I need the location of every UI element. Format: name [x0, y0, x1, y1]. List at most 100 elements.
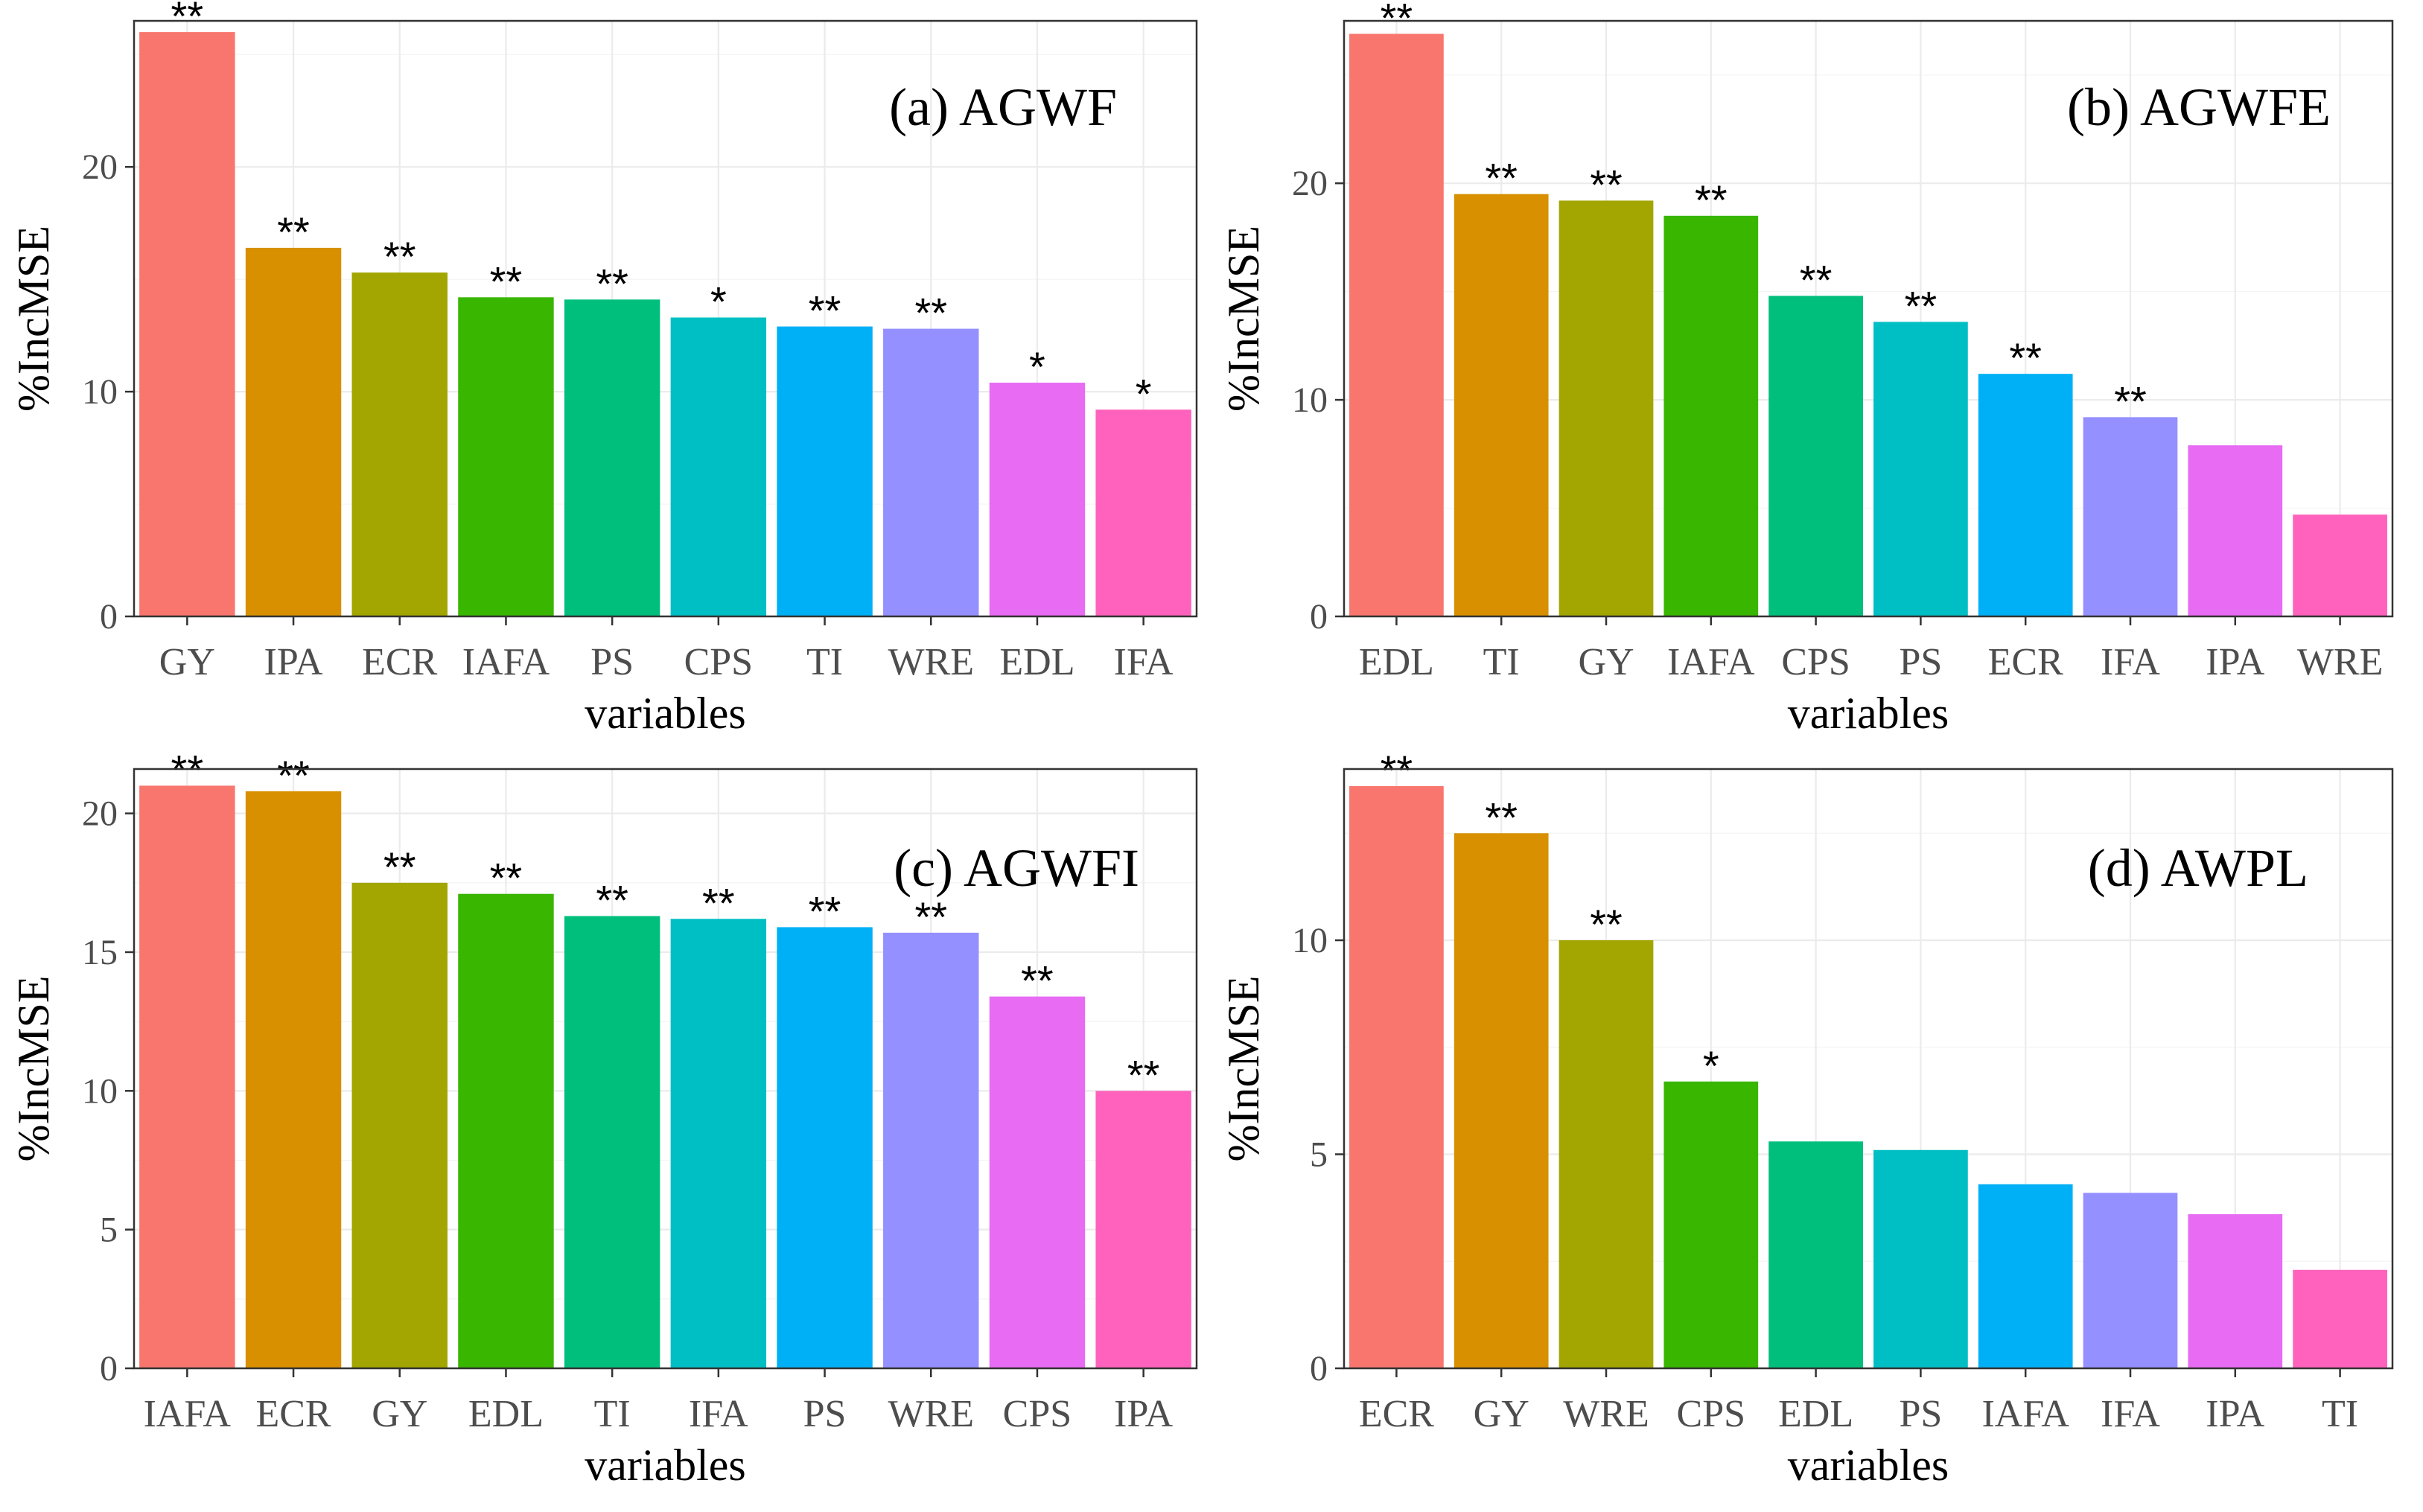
plot-frame	[1343, 768, 2394, 1370]
significance-label: **	[702, 879, 735, 926]
bar-ifa	[1095, 409, 1191, 616]
bar-edl	[1349, 34, 1444, 617]
bar-ps	[777, 927, 873, 1368]
bar-wre	[883, 328, 979, 616]
y-axis-title: %IncMSE	[9, 976, 58, 1162]
bar-cps	[989, 996, 1086, 1368]
x-tick-label: PS	[803, 1393, 847, 1435]
bar-ps	[1873, 1149, 1968, 1368]
bar-ipa	[1095, 1091, 1191, 1368]
x-tick-label: IAFA	[1667, 641, 1755, 683]
x-tick-label: CPS	[1003, 1393, 1072, 1435]
y-axis-title: %IncMSE	[1219, 226, 1268, 412]
y-tick-label: 0	[1310, 597, 1328, 637]
y-tick-label: 5	[100, 1210, 118, 1250]
x-tick-label: IFA	[2101, 641, 2160, 683]
significance-label: **	[1695, 176, 1728, 223]
x-tick-label: IFA	[1114, 641, 1174, 683]
x-tick-label: TI	[1483, 641, 1520, 683]
significance-label: *	[710, 278, 727, 325]
significance-label: **	[490, 855, 523, 902]
x-tick-label: CPS	[1677, 1393, 1746, 1435]
bar-ecr	[245, 791, 342, 1368]
plot-frame	[133, 19, 1198, 618]
y-tick-label: 0	[1310, 1349, 1328, 1388]
x-tick-label: WRE	[2297, 641, 2384, 683]
x-tick-label: GY	[159, 641, 215, 683]
y-axis-title: %IncMSE	[9, 226, 58, 412]
x-tick-label: EDL	[999, 641, 1074, 683]
bar-wre	[2293, 514, 2387, 616]
x-tick-label: CPS	[684, 641, 754, 683]
significance-label: *	[1029, 343, 1045, 390]
x-tick-label: IAFA	[462, 641, 550, 683]
y-tick-label: 5	[1310, 1135, 1328, 1175]
chart-panel-1: 01020**EDL**TI**GY**IAFA**CPS**PS**ECR**…	[1219, 0, 2394, 738]
x-tick-label: PS	[590, 641, 634, 683]
x-axis-title: variables	[1788, 689, 1949, 738]
x-tick-label: EDL	[468, 1393, 544, 1435]
significance-label: **	[1021, 957, 1054, 1004]
significance-label: **	[1590, 901, 1623, 948]
bar-ipa	[2188, 445, 2283, 616]
significance-label: **	[914, 290, 947, 336]
x-tick-label: EDL	[1778, 1393, 1853, 1435]
bar-ecr	[1978, 374, 2073, 616]
y-tick-label: 20	[82, 794, 118, 834]
bar-wre	[1558, 940, 1654, 1368]
bar-ipa	[245, 247, 342, 616]
plot-frame	[1343, 19, 2394, 618]
significance-label: **	[2114, 377, 2147, 424]
significance-label: **	[596, 260, 628, 307]
x-tick-label: WRE	[1563, 1393, 1649, 1435]
y-tick-label: 15	[82, 933, 118, 972]
significance-label: **	[490, 258, 523, 304]
bar-edl	[1768, 1141, 1863, 1368]
bar-ifa	[670, 919, 767, 1368]
x-tick-label: ECR	[255, 1393, 331, 1435]
significance-label: **	[1485, 155, 1518, 202]
x-axis-title: variables	[585, 689, 746, 738]
y-tick-label: 10	[82, 372, 118, 412]
bar-ti	[1454, 194, 1549, 616]
x-tick-label: GY	[372, 1393, 427, 1435]
significance-label: **	[1590, 161, 1623, 208]
chart-panel-3: 0 5 10 ** ECR ** GY ** WRE * CPS EDL PS IAFA IFA IPA TI (…	[1219, 747, 2394, 1490]
bar-ps	[564, 299, 660, 616]
significance-label: **	[2009, 334, 2042, 381]
significance-label: **	[596, 877, 628, 924]
x-tick-label: EDL	[1359, 641, 1434, 683]
significance-label: **	[1127, 1051, 1160, 1098]
y-tick-label: 0	[100, 597, 118, 637]
x-tick-label: PS	[1899, 641, 1942, 683]
x-tick-label: TI	[806, 641, 843, 683]
significance-label: **	[1485, 794, 1518, 840]
y-tick-label: 20	[82, 147, 118, 187]
x-tick-label: IAFA	[1981, 1393, 2069, 1435]
bar-iafa	[139, 785, 235, 1368]
bar-edl	[989, 383, 1086, 616]
x-tick-label: ECR	[1988, 641, 2063, 683]
bar-ecr	[1349, 786, 1444, 1368]
x-tick-label: IFA	[689, 1393, 748, 1435]
bar-ps	[1873, 322, 1968, 616]
significance-label: **	[1381, 747, 1413, 794]
x-axis-title: variables	[585, 1441, 746, 1490]
y-tick-label: 0	[100, 1349, 118, 1388]
significance-label: **	[809, 287, 841, 334]
x-tick-label: IPA	[2206, 1393, 2264, 1435]
panel-title: (b) AGWFE	[2067, 77, 2331, 137]
y-tick-label: 10	[1292, 380, 1328, 420]
significance-label: **	[383, 233, 416, 280]
x-tick-label: GY	[1474, 1393, 1529, 1435]
bar-wre	[883, 932, 979, 1368]
bar-ti	[777, 326, 873, 616]
significance-label: **	[1905, 282, 1938, 329]
bar-iafa	[1978, 1184, 2073, 1368]
x-tick-label: ECR	[362, 641, 437, 683]
significance-label: **	[171, 0, 204, 39]
chart-panel-2: 0 5 10 15 20 ** IAFA ** ECR ** GY ** EDL ** TI ** IFA ** P…	[9, 746, 1198, 1490]
x-tick-label: WRE	[888, 641, 974, 683]
x-tick-label: GY	[1578, 641, 1634, 683]
x-tick-label: WRE	[888, 1393, 974, 1435]
